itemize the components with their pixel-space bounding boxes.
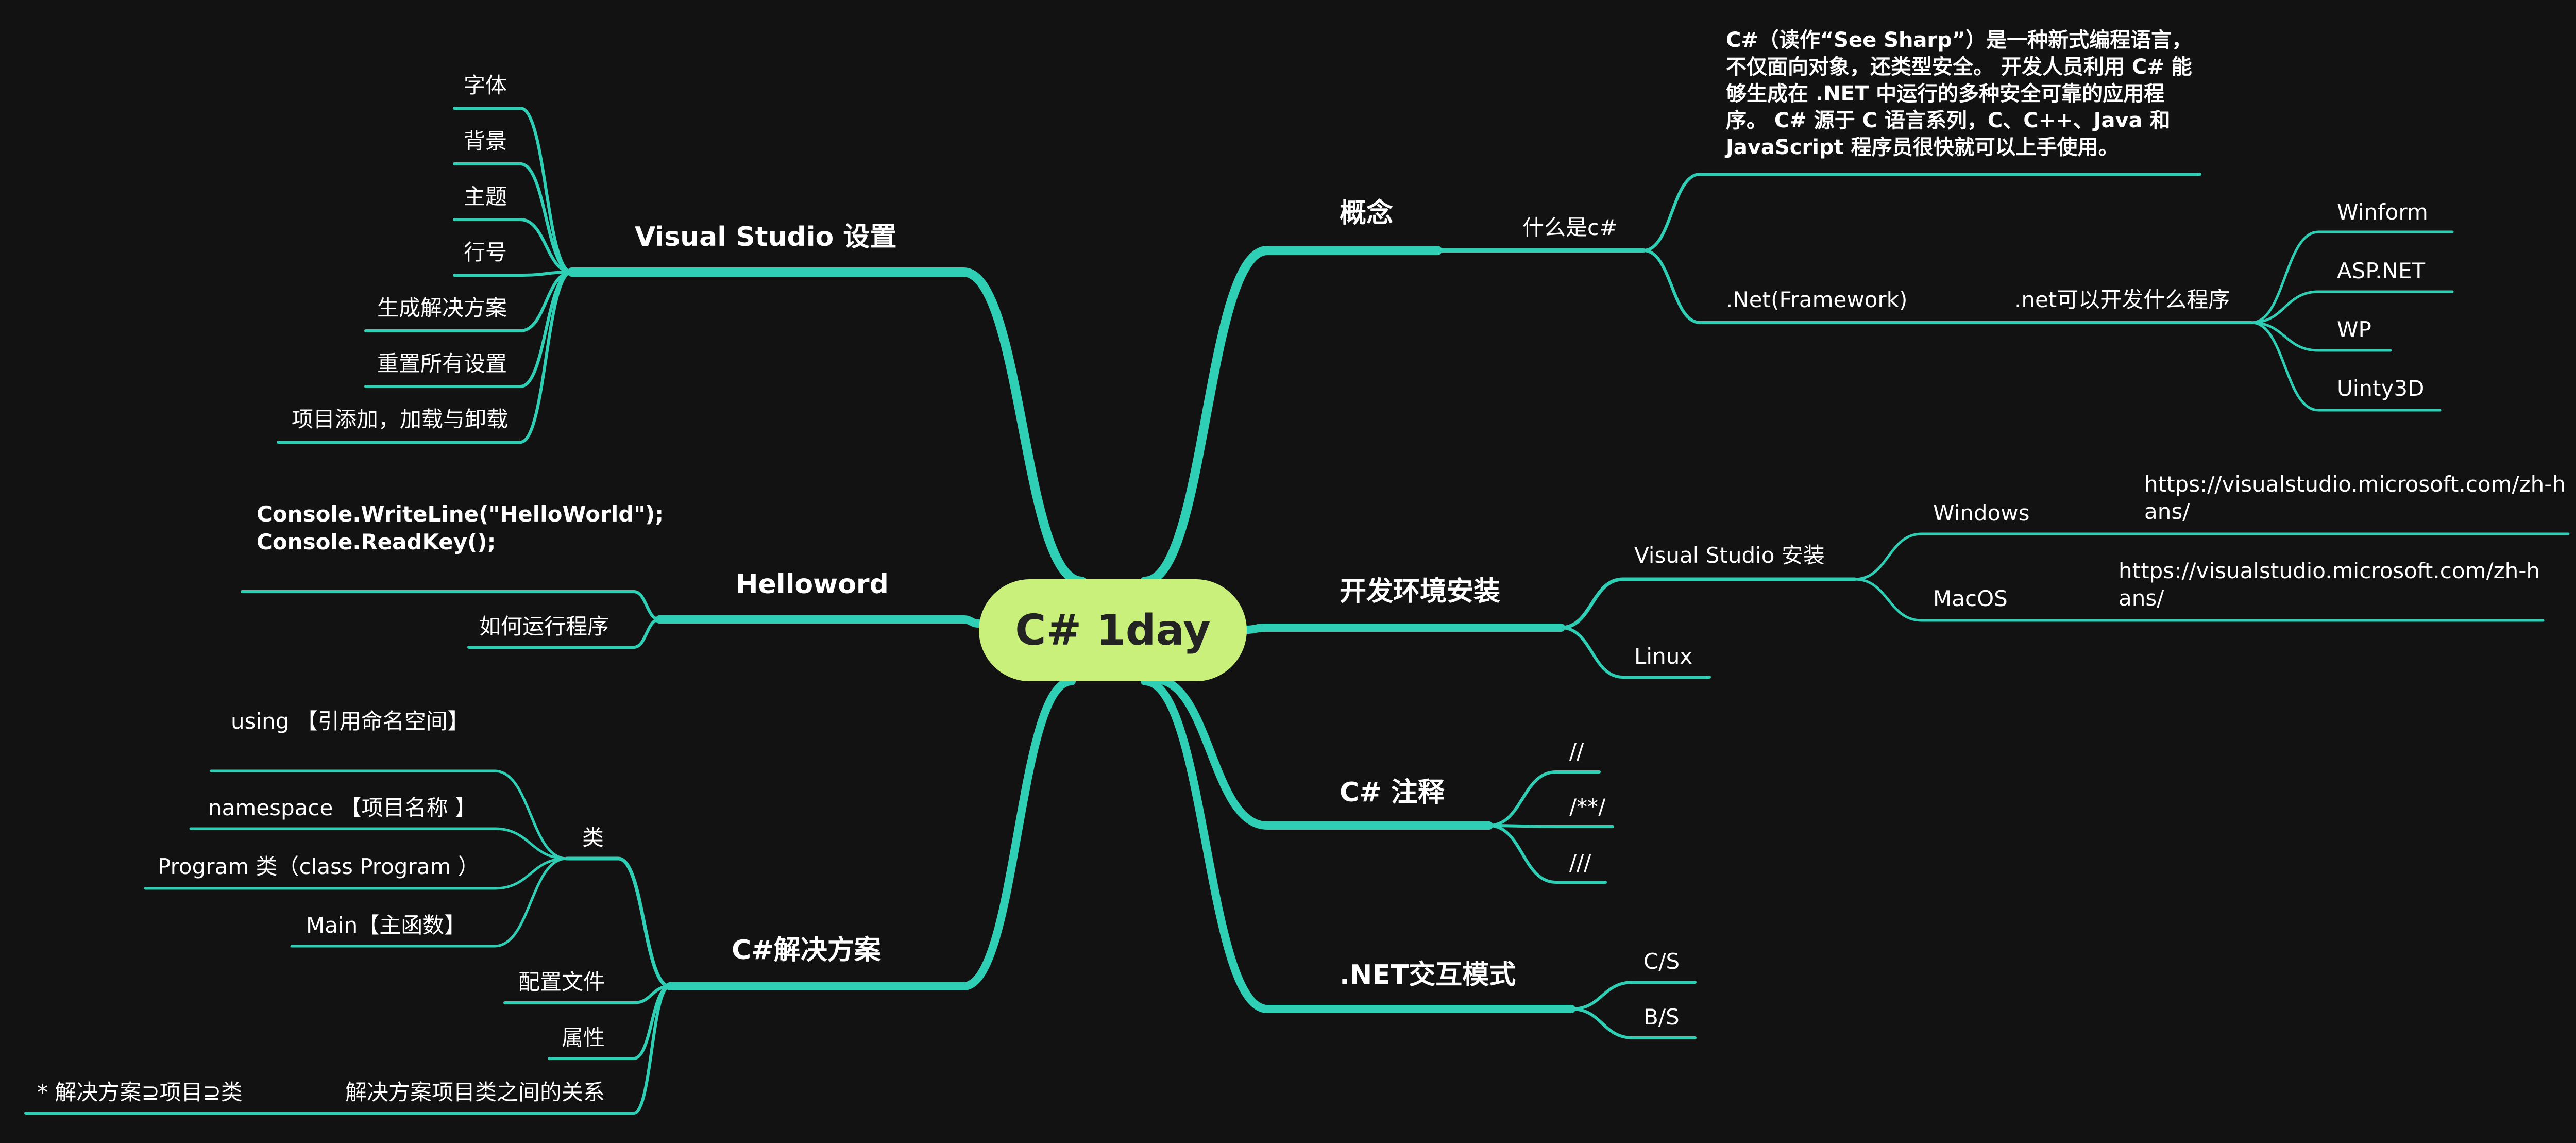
node-class[interactable]: 类 (582, 825, 604, 850)
link-root-comments (1150, 675, 1493, 830)
connector-group (24, 107, 2570, 1115)
node-class-main[interactable]: Main【主函数】 (306, 913, 466, 938)
branch-env-setup[interactable]: 开发环境安装 (1340, 576, 1501, 607)
link-root-helloword (655, 615, 983, 628)
link-root-env (1243, 624, 1565, 634)
link-solution-class (565, 856, 672, 988)
link-interaction-bs (1570, 1007, 1697, 1039)
node-windows[interactable]: Windows (1933, 500, 2030, 526)
link-framework-unity3d (2250, 321, 2442, 412)
node-comment-line[interactable]: // (1569, 738, 1584, 764)
node-comment-doc[interactable]: /// (1569, 850, 1591, 875)
link-vs-macos (1853, 578, 2545, 622)
branch-concept[interactable]: 概念 (1340, 198, 1394, 229)
node-comment-block[interactable]: /**/ (1569, 794, 1606, 819)
link-concept-framework (1642, 249, 2253, 324)
node-setting-project-add-load-unload[interactable]: 项目添加，加载与卸载 (292, 407, 509, 432)
node-app-unity3d[interactable]: Uinty3D (2337, 376, 2425, 401)
node-linux[interactable]: Linux (1634, 644, 1693, 669)
node-what-is-csharp[interactable]: 什么是c# (1522, 215, 1618, 240)
node-class-namespace[interactable]: namespace 【项目名称 】 (208, 795, 477, 820)
node-macos[interactable]: MacOS (1933, 586, 2008, 611)
node-solution-relation[interactable]: 解决方案项目类之间的关系 (345, 1080, 605, 1105)
node-properties[interactable]: 属性 (562, 1025, 605, 1050)
link-vs-setting-2 (453, 218, 573, 274)
root-label: C# 1day (1015, 606, 1211, 655)
link-class-namespace (189, 827, 568, 860)
node-net-framework[interactable]: .Net(Framework) (1726, 287, 1908, 312)
link-env-vs (1559, 577, 1857, 630)
link-vs-setting-3 (453, 271, 573, 277)
link-class-using (210, 769, 568, 860)
link-interaction-cs (1570, 981, 1697, 1011)
link-comments-doc (1487, 824, 1607, 884)
link-vs-windows (1853, 532, 2570, 581)
link-comments-block (1487, 824, 1614, 828)
node-code-writeline[interactable]: Console.WriteLine("HelloWorld"); (257, 501, 664, 527)
node-setting-build-solution[interactable]: 生成解决方案 (377, 295, 507, 321)
node-setting-theme[interactable]: 主题 (464, 184, 507, 209)
link-framework-aspnet (2250, 290, 2454, 324)
node-setting-font[interactable]: 字体 (464, 73, 507, 98)
node-cs-mode[interactable]: C/S (1643, 949, 1680, 974)
node-app-wp[interactable]: WP (2337, 317, 2371, 342)
node-how-to-run[interactable]: 如何运行程序 (479, 614, 609, 639)
node-code-readkey[interactable]: Console.ReadKey(); (257, 529, 496, 554)
node-bs-mode[interactable]: B/S (1643, 1004, 1680, 1030)
branch-net-interaction[interactable]: .NET交互模式 (1340, 960, 1516, 990)
link-comments-line (1487, 770, 1601, 827)
link-root-vs-settings (567, 267, 1087, 586)
node-windows-url[interactable]: https://visualstudio.microsoft.com/zh-ha… (2144, 472, 2566, 524)
link-class-program (144, 857, 568, 890)
link-vs-setting-0 (453, 107, 573, 274)
link-vs-setting-6 (277, 271, 573, 444)
link-solution-config (503, 985, 671, 1004)
link-root-solution (666, 677, 1076, 990)
branch-helloword[interactable]: Helloword (736, 569, 889, 600)
node-vs-install[interactable]: Visual Studio 安装 (1634, 543, 1825, 568)
link-vs-setting-4 (364, 271, 573, 332)
node-config-file[interactable]: 配置文件 (518, 969, 605, 995)
node-csharp-definition[interactable]: C#（读作“See Sharp”）是一种新式编程语言，不仅面向对象，还类型安全。… (1726, 28, 2193, 159)
branch-solution[interactable]: C#解决方案 (732, 935, 881, 966)
link-env-linux (1560, 626, 1711, 679)
link-solution-relation (24, 985, 671, 1115)
link-framework-wp (2250, 321, 2392, 352)
node-setting-line-numbers[interactable]: 行号 (464, 240, 507, 265)
node-setting-background[interactable]: 背景 (464, 128, 507, 154)
link-whatis-definition (1642, 173, 2201, 252)
node-relation-detail[interactable]: * 解决方案⊇项目⊇类 (37, 1080, 243, 1105)
node-app-aspnet[interactable]: ASP.NET (2337, 258, 2426, 283)
root-node[interactable]: C# 1day (979, 579, 1247, 681)
node-macos-url[interactable]: https://visualstudio.microsoft.com/zh-ha… (2119, 558, 2540, 611)
node-app-winform[interactable]: Winform (2337, 199, 2428, 225)
link-class-main (290, 857, 568, 948)
node-setting-reset-all[interactable]: 重置所有设置 (377, 351, 507, 376)
link-root-concept (1140, 246, 1442, 586)
link-vs-setting-1 (453, 162, 573, 274)
node-net-can-develop[interactable]: .net可以开发什么程序 (2014, 287, 2230, 312)
link-helloword-run (467, 618, 661, 649)
branch-vs-settings[interactable]: Visual Studio 设置 (635, 222, 897, 253)
link-framework-winform (2250, 230, 2454, 324)
branch-comments[interactable]: C# 注释 (1340, 777, 1445, 808)
node-class-program[interactable]: Program 类（class Program ） (158, 854, 480, 879)
link-root-interaction (1141, 677, 1575, 1013)
link-helloword-code (241, 590, 661, 621)
node-class-using[interactable]: using 【引用命名空间】 (231, 709, 469, 734)
